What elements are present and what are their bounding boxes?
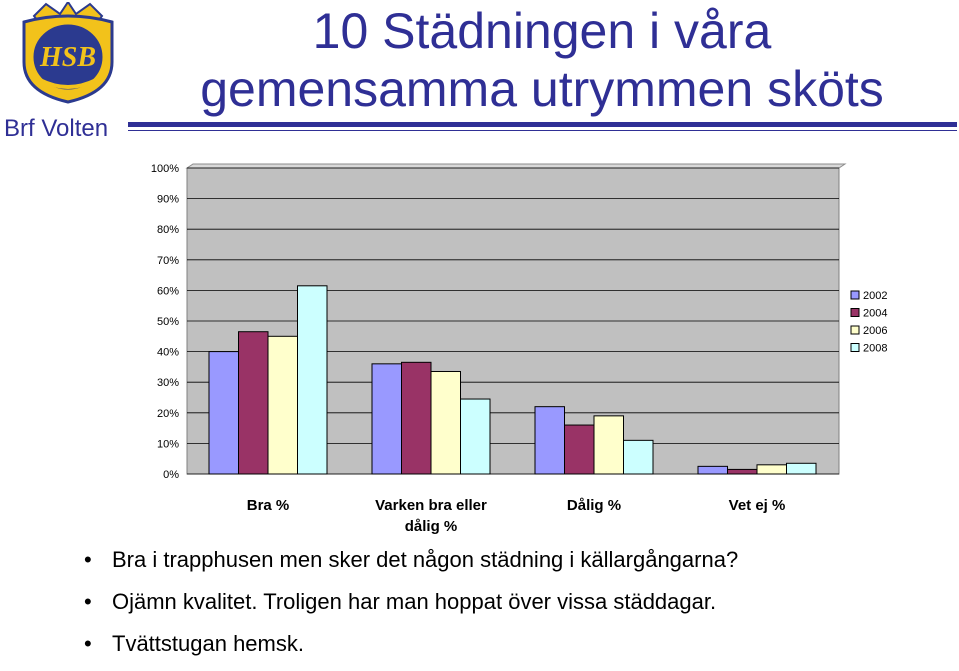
bullet-item: • Bra i trapphusen men sker det någon stä… (84, 545, 738, 587)
bullet-item: • Ojämn kvalitet. Troligen har man hoppat… (84, 587, 738, 629)
bar (401, 361, 432, 475)
bullet-text: Ojämn kvalitet. Troligen har man hoppat … (112, 589, 717, 614)
bar (371, 363, 402, 475)
y-tick-label: 60% (157, 285, 179, 297)
logo-text: HSB (39, 42, 96, 73)
y-tick-label: 80% (157, 224, 179, 236)
bar-chart: 0% 10% 20% 30% 40% 50% 60% 70% 80% 90% 100% Bra % Va… (150, 163, 888, 535)
x-category-label: Vet ej % (729, 497, 786, 514)
y-tick-label: 40% (157, 347, 179, 359)
bullet-list: • Bra i trapphusen men sker det någon stä… (84, 545, 738, 671)
bar (534, 406, 565, 475)
bar (460, 398, 491, 475)
bar (208, 351, 239, 475)
y-tick-label: 0% (163, 469, 179, 481)
y-tick-label: 70% (157, 255, 179, 267)
y-tick-label: 90% (157, 194, 179, 206)
x-category-label: dålig % (405, 518, 458, 535)
bar (756, 464, 787, 475)
bar (564, 424, 595, 475)
plot-top-edge (185, 163, 847, 169)
bar (238, 331, 269, 475)
legend-swatch (850, 308, 860, 317)
bar (727, 468, 758, 475)
x-category-label: Bra % (247, 497, 290, 514)
bar (297, 285, 328, 475)
bar (430, 370, 461, 475)
bar (267, 335, 298, 475)
y-tick-label: 30% (157, 377, 179, 389)
x-category-label: Varken bra eller (375, 497, 487, 514)
legend-swatch (850, 325, 860, 335)
page-title-line1: 10 Städningen i våra (312, 3, 772, 59)
bullet-symbol: • (84, 631, 92, 656)
bar (697, 465, 728, 475)
page-title: 10 Städningen i våra gemensamma utrymmen… (128, 2, 956, 118)
legend-label: 2004 (863, 308, 887, 320)
legend-label: 2002 (863, 290, 887, 302)
bullet-symbol: • (84, 547, 92, 572)
y-tick-label: 10% (157, 438, 179, 450)
title-rule-thick (128, 122, 957, 127)
bar (593, 415, 624, 475)
hsb-logo: HSB (22, 2, 114, 104)
legend-swatch (850, 343, 860, 352)
legend-label: 2008 (863, 343, 887, 355)
y-tick-label: 20% (157, 408, 179, 420)
bullet-symbol: • (84, 589, 92, 614)
bullet-text: Tvättstugan hemsk. (112, 631, 304, 656)
bar (623, 439, 654, 475)
y-tick-label: 100% (151, 163, 179, 175)
legend-swatch (850, 290, 860, 300)
y-tick-label: 50% (157, 316, 179, 328)
page-title-line2: gemensamma utrymmen sköts (200, 61, 884, 117)
logo-shield-icon (22, 14, 114, 104)
legend-label: 2006 (863, 325, 887, 337)
org-name: Brf Volten (4, 115, 109, 142)
bar (786, 462, 817, 475)
title-rule-thin (128, 130, 957, 131)
x-category-label: Dålig % (567, 497, 621, 514)
bullet-text: Bra i trapphusen men sker det någon städ… (112, 547, 739, 572)
bullet-item: • Tvättstugan hemsk. (84, 629, 738, 671)
